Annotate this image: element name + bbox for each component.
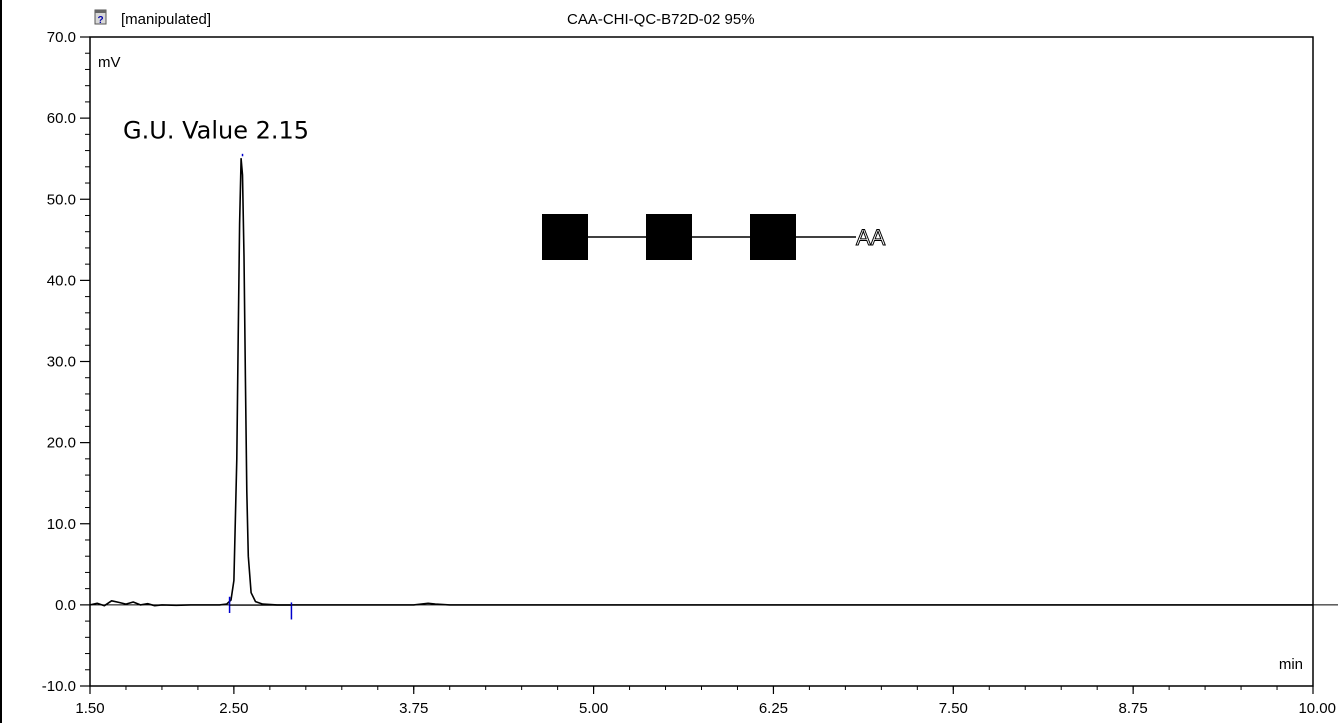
y-tick-label: 70.0	[47, 29, 76, 46]
glycan-square-unit	[750, 214, 796, 260]
gu-value-annotation: G.U. Value 2.15	[123, 117, 309, 145]
question-doc-icon[interactable]: ?	[94, 9, 107, 26]
y-tick-label: 30.0	[47, 354, 76, 371]
x-tick-label: 8.75	[1119, 700, 1148, 717]
y-tick-label: 20.0	[47, 435, 76, 452]
y-tick-label: 60.0	[47, 110, 76, 127]
glycan-terminal-label: AA	[856, 225, 886, 250]
y-tick-label: 10.0	[47, 516, 76, 533]
x-tick-label: 10.00	[1298, 700, 1336, 717]
series-line	[89, 157, 1313, 607]
x-axis-label: min	[1279, 656, 1303, 673]
annotations: G.U. Value 2.15	[123, 117, 309, 145]
x-tick-label: 1.50	[75, 700, 104, 717]
svg-text:?: ?	[98, 15, 104, 26]
series-layer	[89, 157, 1313, 607]
x-tick-label: 2.50	[219, 700, 248, 717]
x-tick-label: 5.00	[579, 700, 608, 717]
status-label: [manipulated]	[121, 11, 211, 28]
sample-title: CAA-CHI-QC-B72D-02 95%	[567, 11, 755, 28]
x-tick-label: 6.25	[759, 700, 788, 717]
integration-marks	[228, 153, 293, 620]
glycan-structure: AA	[542, 214, 886, 260]
x-tick-label: 7.50	[939, 700, 968, 717]
y-tick-label: -10.0	[42, 678, 76, 695]
y-tick-label: 40.0	[47, 272, 76, 289]
y-tick-label: 50.0	[47, 191, 76, 208]
header: ? [manipulated] CAA-CHI-QC-B72D-02 95%	[94, 9, 755, 28]
x-axis: 1.50 2.50 3.75 5.00 6.25 7.50 8.75 10.00	[75, 686, 1336, 717]
y-axis: -10.0 0.0 10.0 20.0 30.0 40.0 50.0 60.0 70.0	[42, 29, 90, 695]
glycan-square-unit	[542, 214, 588, 260]
x-tick-label: 3.75	[399, 700, 428, 717]
y-tick-label: 0.0	[55, 597, 76, 614]
glycan-square-unit	[646, 214, 692, 260]
y-axis-label: mV	[98, 54, 121, 71]
